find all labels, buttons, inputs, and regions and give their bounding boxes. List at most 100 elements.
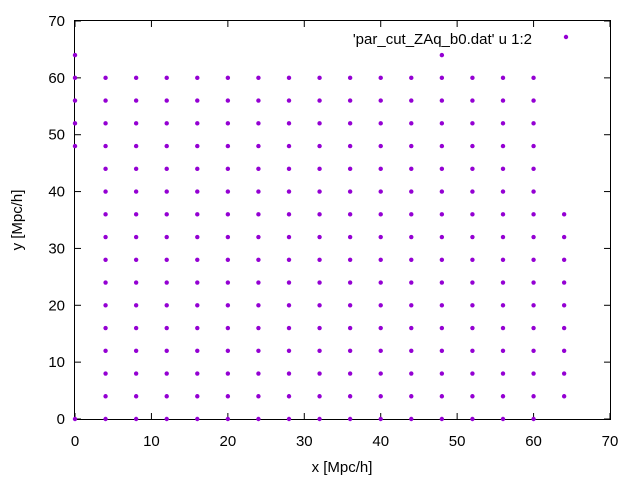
data-point (439, 212, 445, 217)
data-point (500, 121, 506, 126)
data-point (317, 166, 322, 172)
data-point (286, 143, 292, 149)
data-point (378, 416, 383, 422)
data-point (133, 280, 139, 285)
data-point (164, 234, 169, 240)
data-point (409, 348, 414, 353)
data-point (164, 121, 169, 126)
data-point (561, 303, 567, 308)
data-point (133, 234, 139, 240)
x-tick-label: 30 (296, 433, 313, 450)
data-point (225, 394, 231, 399)
data-point (164, 371, 169, 376)
data-point (347, 416, 353, 422)
data-point (347, 212, 353, 217)
data-point (133, 143, 139, 149)
data-point (256, 280, 261, 285)
data-point (347, 257, 353, 262)
data-point (470, 280, 475, 285)
data-point (317, 75, 322, 81)
legend-marker (563, 34, 569, 40)
data-point (286, 394, 292, 399)
data-point (317, 371, 322, 376)
data-point (470, 234, 475, 240)
x-tick-label: 10 (143, 433, 160, 450)
data-point (195, 234, 200, 240)
data-point (470, 143, 475, 149)
data-point (378, 325, 383, 331)
data-point (195, 121, 200, 126)
data-point (409, 394, 414, 399)
data-point (256, 234, 261, 240)
y-tick-label: 20 (48, 297, 65, 314)
data-point (103, 143, 108, 149)
data-point (470, 325, 475, 331)
data-point (439, 121, 445, 126)
data-point (286, 234, 292, 240)
data-point (164, 280, 169, 285)
data-point (103, 371, 108, 376)
data-point (256, 394, 261, 399)
data-point (164, 394, 169, 399)
data-point (256, 98, 261, 103)
data-point (286, 280, 292, 285)
data-point (500, 75, 506, 81)
x-tick-label: 0 (71, 433, 79, 450)
x-tick-labels: 0 10 20 30 40 50 60 70 (71, 433, 619, 450)
data-point (531, 257, 536, 262)
data-point (256, 325, 261, 331)
data-point (225, 325, 231, 331)
y-tick-label: 0 (57, 411, 65, 428)
data-point (103, 121, 108, 126)
data-point (164, 75, 169, 81)
data-point (256, 303, 261, 308)
data-point (195, 166, 200, 172)
data-point (133, 371, 139, 376)
data-point (500, 371, 506, 376)
data-point (531, 371, 536, 376)
data-point (133, 98, 139, 103)
data-point (256, 189, 261, 194)
data-point (286, 348, 292, 353)
data-point (500, 280, 506, 285)
data-point (317, 189, 322, 194)
data-point (195, 416, 200, 422)
data-point (103, 212, 108, 217)
data-point (195, 280, 200, 285)
axis-ticks (74, 20, 611, 420)
data-point (561, 325, 567, 331)
data-point (531, 303, 536, 308)
data-point (286, 371, 292, 376)
data-point (164, 303, 169, 308)
data-point (286, 121, 292, 126)
data-point (317, 348, 322, 353)
data-point (225, 257, 231, 262)
data-point (256, 416, 261, 422)
data-point (470, 348, 475, 353)
x-tick-label: 50 (449, 433, 466, 450)
data-point (225, 98, 231, 103)
data-point (500, 257, 506, 262)
data-point (225, 348, 231, 353)
data-point (225, 303, 231, 308)
data-point (103, 416, 108, 422)
data-point (531, 189, 536, 194)
data-point (561, 280, 567, 285)
y-tick-label: 60 (48, 70, 65, 87)
data-point (317, 234, 322, 240)
data-point (378, 280, 383, 285)
data-point (195, 371, 200, 376)
data-point (195, 325, 200, 331)
data-point (133, 121, 139, 126)
data-point (470, 394, 475, 399)
x-tick-label: 70 (602, 433, 619, 450)
data-point (470, 121, 475, 126)
data-point (317, 143, 322, 149)
data-point (409, 371, 414, 376)
data-point (317, 121, 322, 126)
data-point (439, 98, 445, 103)
data-point (531, 166, 536, 172)
data-point (103, 257, 108, 262)
data-point (347, 166, 353, 172)
data-point (164, 416, 169, 422)
